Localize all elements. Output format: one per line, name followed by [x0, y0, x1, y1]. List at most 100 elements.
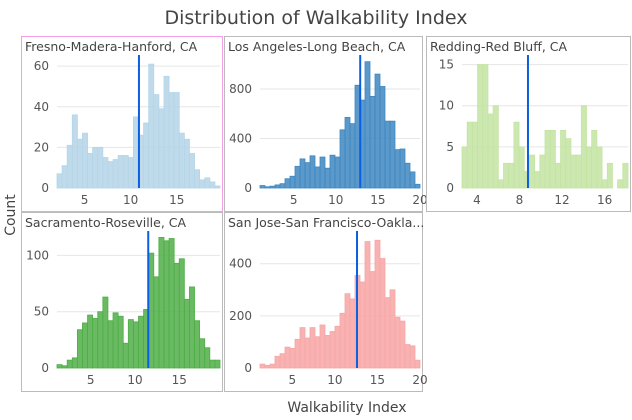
- histogram-bar: [591, 130, 598, 189]
- histogram-bar: [284, 178, 291, 189]
- histogram-bar: [56, 364, 63, 369]
- histogram-bar: [122, 342, 129, 369]
- x-tick-label: 15: [370, 373, 385, 387]
- histogram-bar: [369, 271, 376, 369]
- histogram-bar: [518, 146, 525, 189]
- panel-0[interactable]: Fresno-Madera-Hanford, CA 0 20 40 60 5 10 15: [21, 36, 223, 212]
- histogram-bar: [183, 298, 190, 369]
- histogram-bar: [168, 238, 175, 369]
- histogram-bar: [389, 289, 396, 369]
- histogram-bar: [508, 162, 515, 189]
- y-tick-label: 0: [41, 361, 49, 375]
- histogram-bar: [71, 114, 78, 189]
- y-tick-label: 0: [446, 181, 454, 195]
- histogram-bar: [359, 281, 366, 369]
- histogram-bar: [404, 344, 411, 369]
- histogram-bar: [163, 240, 170, 369]
- panel-title: Los Angeles-Long Beach, CA: [228, 39, 406, 54]
- histogram-bar: [178, 258, 185, 369]
- histogram-bar: [466, 121, 473, 189]
- histogram-bar: [102, 157, 109, 189]
- histogram-bar: [364, 241, 371, 369]
- histogram-bar: [158, 236, 165, 369]
- histogram-bar: [299, 327, 306, 369]
- histogram-bar: [364, 61, 371, 189]
- histogram-bar: [274, 184, 281, 189]
- panel-2[interactable]: Redding-Red Bluff, CA 0 5 10 15 4 8 12 16: [426, 36, 631, 212]
- x-tick-label: 4: [473, 193, 481, 207]
- histogram-bar: [112, 159, 119, 189]
- histogram-bar: [324, 335, 331, 369]
- histogram-bar: [264, 364, 271, 369]
- histogram-bar: [606, 162, 613, 189]
- histogram-bar: [304, 162, 311, 189]
- histogram-bar: [107, 320, 114, 369]
- histogram-bar: [299, 158, 306, 189]
- histogram-bar: [66, 359, 73, 369]
- histogram-bar: [596, 146, 603, 189]
- histogram-bar: [259, 363, 266, 369]
- histogram-bar: [82, 132, 88, 189]
- histogram-bar: [349, 123, 356, 189]
- histogram-bar: [97, 146, 104, 189]
- x-tick-label: 5: [289, 373, 297, 387]
- histogram-bar: [289, 175, 296, 189]
- histogram-bar: [143, 122, 150, 189]
- panel-title: Redding-Red Bluff, CA: [430, 39, 568, 54]
- histogram-bar: [194, 169, 201, 189]
- histogram-bar: [259, 185, 266, 189]
- y-tick-label: 800: [229, 82, 252, 96]
- histogram-bar: [374, 73, 381, 189]
- histogram-bar: [570, 154, 577, 189]
- x-tick-label: 5: [290, 193, 298, 207]
- histogram-bar: [133, 116, 139, 189]
- histogram-bar: [87, 314, 94, 369]
- histogram-bar: [503, 162, 510, 189]
- histogram-bar: [92, 146, 99, 189]
- x-tick-label: 8: [516, 193, 524, 207]
- y-axis-label: Count: [3, 194, 19, 236]
- panel-title: Fresno-Madera-Hanford, CA: [25, 39, 198, 54]
- histogram-bar: [173, 262, 180, 369]
- histogram-bar: [622, 162, 629, 189]
- histogram-bar: [56, 173, 63, 189]
- y-tick-label: 400: [229, 257, 252, 271]
- histogram-bar: [329, 154, 336, 189]
- histogram-bar: [148, 63, 155, 189]
- panel-3[interactable]: Sacramento-Roseville, CA 0 50 100 5 10 15: [21, 212, 223, 392]
- panel-4[interactable]: San Jose-San Francisco-Oakla... 0 200 400 5 1…: [224, 212, 428, 392]
- x-tick-label: 5: [81, 193, 89, 207]
- histogram-bar: [117, 315, 124, 369]
- histogram-bar: [214, 185, 221, 189]
- histogram-bar: [319, 324, 326, 369]
- histogram-bar: [76, 329, 83, 369]
- histogram-bar: [309, 155, 316, 189]
- histogram-bar: [384, 120, 391, 189]
- histogram-bar: [339, 312, 346, 369]
- histogram-bar: [471, 121, 478, 189]
- y-tick-label: 15: [439, 58, 454, 72]
- x-tick-label: 10: [328, 193, 343, 207]
- y-tick-label: 0: [244, 181, 252, 195]
- histogram-bar: [61, 165, 68, 189]
- histogram-bar: [314, 336, 321, 369]
- panel-title: San Jose-San Francisco-Oakla...: [228, 215, 424, 230]
- histogram-bar: [482, 64, 489, 189]
- histogram-bar: [173, 92, 180, 189]
- histogram-bar: [349, 298, 356, 369]
- histogram-bar: [66, 144, 73, 189]
- histogram-bar: [601, 179, 608, 189]
- histogram-bar: [334, 156, 341, 189]
- histogram-bar: [544, 130, 551, 189]
- histogram-bar: [414, 183, 421, 189]
- y-tick-label: 400: [229, 131, 252, 145]
- histogram-bar: [138, 315, 144, 369]
- histogram-bar: [92, 318, 99, 369]
- y-tick-label: 50: [34, 305, 49, 319]
- histogram-bar: [294, 165, 301, 189]
- panel-1[interactable]: Los Angeles-Long Beach, CA 0 400 800 5 10 15 20: [224, 36, 428, 212]
- histogram-bar: [379, 86, 386, 189]
- y-tick-label: 100: [26, 248, 49, 262]
- histogram-bar: [148, 252, 155, 369]
- panel-title: Sacramento-Roseville, CA: [25, 215, 187, 230]
